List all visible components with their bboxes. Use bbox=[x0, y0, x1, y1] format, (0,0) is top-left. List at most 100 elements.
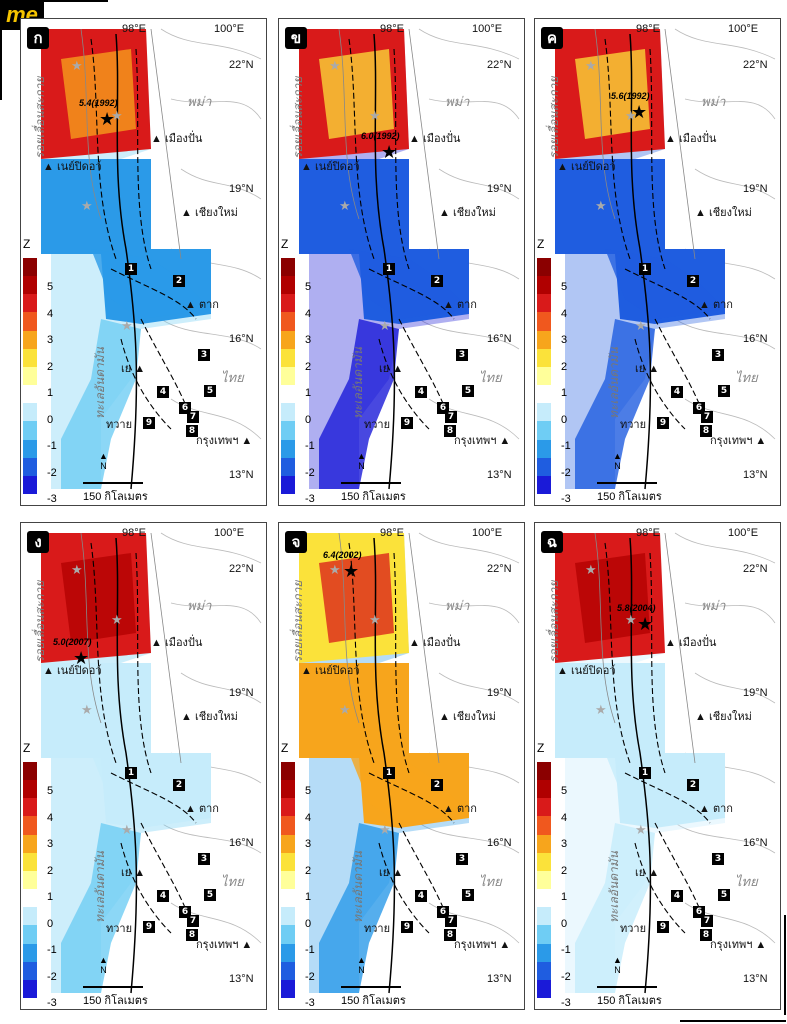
lat-13-label: 13°N bbox=[229, 973, 254, 985]
colorbar-tick: 5 bbox=[305, 281, 312, 293]
epicenter-star-icon: ★ bbox=[381, 142, 398, 162]
scale-bar bbox=[341, 482, 401, 484]
city-naypyidaw: ▲ เนย์ปิดอว์ bbox=[301, 161, 360, 173]
colorbar-swatch bbox=[281, 816, 295, 835]
country-myanmar: พม่า bbox=[187, 94, 212, 109]
city-mongpan: ▲ เมืองปั่น bbox=[409, 133, 461, 145]
city-mongpan: ▲ เมืองปั่น bbox=[409, 637, 461, 649]
site-badge: 7 bbox=[445, 411, 457, 423]
city-ye: เย ▲ bbox=[121, 867, 146, 879]
site-badge: 5 bbox=[718, 385, 730, 397]
colorbar-swatch bbox=[537, 907, 551, 926]
map-canvas bbox=[299, 28, 520, 490]
colorbar-swatch bbox=[537, 294, 551, 313]
city-naypyidaw: ▲ เนย์ปิดอว์ bbox=[43, 161, 102, 173]
colorbar-tick: -3 bbox=[561, 493, 571, 505]
colorbar-swatch bbox=[23, 385, 37, 404]
colorbar-swatch bbox=[537, 925, 551, 944]
city-bangkok: กรุงเทพฯ ▲ bbox=[454, 435, 511, 447]
site-badge: 5 bbox=[718, 889, 730, 901]
sagaing-fault-label: รอยเลื่อนสะกาย bbox=[291, 580, 305, 663]
city-ye: เย ▲ bbox=[635, 867, 660, 879]
colorbar-swatch bbox=[281, 798, 295, 817]
colorbar-tick: 3 bbox=[561, 838, 568, 850]
city-naypyidaw: ▲ เนย์ปิดอว์ bbox=[43, 665, 102, 677]
colorbar-tick: 0 bbox=[47, 413, 54, 426]
colorbar-swatch bbox=[281, 330, 295, 349]
lat-16-label: 16°N bbox=[487, 333, 512, 345]
colorbar-tick: -2 bbox=[47, 466, 57, 479]
colorbar-tick: 1 bbox=[47, 387, 54, 399]
colorbar-swatch bbox=[537, 421, 551, 440]
right-rule bbox=[784, 915, 786, 1015]
site-badge: 9 bbox=[401, 417, 413, 429]
lat-16-label: 16°N bbox=[487, 837, 512, 849]
colorbar-swatch bbox=[281, 276, 295, 295]
aftershock-star-icon: ★ bbox=[635, 318, 647, 333]
colorbar-tick: 2 bbox=[47, 864, 54, 877]
lat-13-label: 13°N bbox=[743, 469, 768, 481]
site-badge: 8 bbox=[700, 929, 712, 941]
colorbar-swatch bbox=[281, 258, 295, 277]
country-myanmar: พม่า bbox=[445, 598, 470, 613]
colorbar-tick: 1 bbox=[561, 387, 568, 399]
lon-98-label: 98°E bbox=[636, 527, 660, 539]
site-badge: 9 bbox=[401, 921, 413, 933]
city-chiangmai: ▲ เชียงใหม่ bbox=[439, 711, 496, 723]
colorbar-tick: 3 bbox=[561, 334, 568, 346]
country-myanmar: พม่า bbox=[445, 94, 470, 109]
site-badge: 4 bbox=[157, 890, 169, 902]
site-badge: 3 bbox=[712, 349, 724, 361]
country-thailand: ไทย bbox=[479, 370, 502, 385]
site-badge: 4 bbox=[157, 386, 169, 398]
colorbar-tick: 2 bbox=[561, 864, 568, 877]
colorbar-swatch bbox=[23, 852, 37, 871]
colorbar-swatch bbox=[23, 330, 37, 349]
colorbar-swatch bbox=[23, 475, 37, 495]
colorbar-swatch bbox=[537, 330, 551, 349]
colorbar-swatch bbox=[281, 762, 295, 781]
colorbar-tick: -1 bbox=[47, 440, 57, 452]
site-badge: 5 bbox=[204, 385, 216, 397]
aftershock-star-icon: ★ bbox=[595, 702, 607, 717]
site-badge: 2 bbox=[687, 779, 699, 791]
z-label: Z bbox=[537, 237, 545, 251]
colorbar-tick: 0 bbox=[47, 917, 54, 930]
site-badge: 5 bbox=[462, 889, 474, 901]
aftershock-star-icon: ★ bbox=[369, 612, 381, 627]
colorbar-swatch bbox=[537, 366, 551, 386]
lat-19-label: 19°N bbox=[229, 183, 254, 195]
lon-100-label: 100°E bbox=[214, 23, 245, 35]
city-tavoy: ทวาย bbox=[620, 923, 647, 935]
lon-100-label: 100°E bbox=[214, 527, 245, 539]
colorbar-swatch bbox=[537, 457, 551, 476]
north-arrow-icon: ▲ N bbox=[613, 955, 622, 975]
scale-label: 150 กิโลเมตร bbox=[597, 995, 662, 1007]
event-label: 6.4(2002) bbox=[323, 550, 362, 560]
panel-label: ฉ bbox=[541, 531, 563, 553]
event-label: 5.6(1992) bbox=[611, 91, 650, 101]
city-tavoy: ทวาย bbox=[106, 419, 133, 431]
lon-100-label: 100°E bbox=[728, 23, 759, 35]
colorbar-swatch bbox=[537, 979, 551, 999]
lat-13-label: 13°N bbox=[487, 973, 512, 985]
colorbar-swatch bbox=[537, 889, 551, 908]
lat-22-label: 22°N bbox=[743, 563, 768, 575]
colorbar-tick: 2 bbox=[47, 360, 54, 373]
aftershock-star-icon: ★ bbox=[379, 318, 391, 333]
colorbar-tick: 5 bbox=[561, 281, 568, 293]
lon-98-label: 98°E bbox=[380, 23, 404, 35]
city-tak: ▲ ตาก bbox=[443, 299, 477, 311]
panel-label: จ bbox=[285, 531, 307, 553]
colorbar-tick: 5 bbox=[305, 785, 312, 797]
sagaing-fault-label: รอยเลื่อนสะกาย bbox=[547, 76, 561, 159]
colorbar-swatch bbox=[537, 961, 551, 980]
colorbar-tick: 0 bbox=[305, 413, 312, 426]
colorbar-swatch bbox=[281, 439, 295, 458]
map-panel: ก 98°E 100°E 22°N 19°N 16°N 13°N พม่า ไทย รอยเลื่… bbox=[20, 18, 267, 506]
city-chiangmai: ▲ เชียงใหม่ bbox=[181, 207, 238, 219]
site-badge: 7 bbox=[701, 915, 713, 927]
colorbar-swatch bbox=[23, 457, 37, 476]
colorbar-tick: -2 bbox=[305, 970, 315, 983]
country-thailand: ไทย bbox=[221, 874, 244, 889]
